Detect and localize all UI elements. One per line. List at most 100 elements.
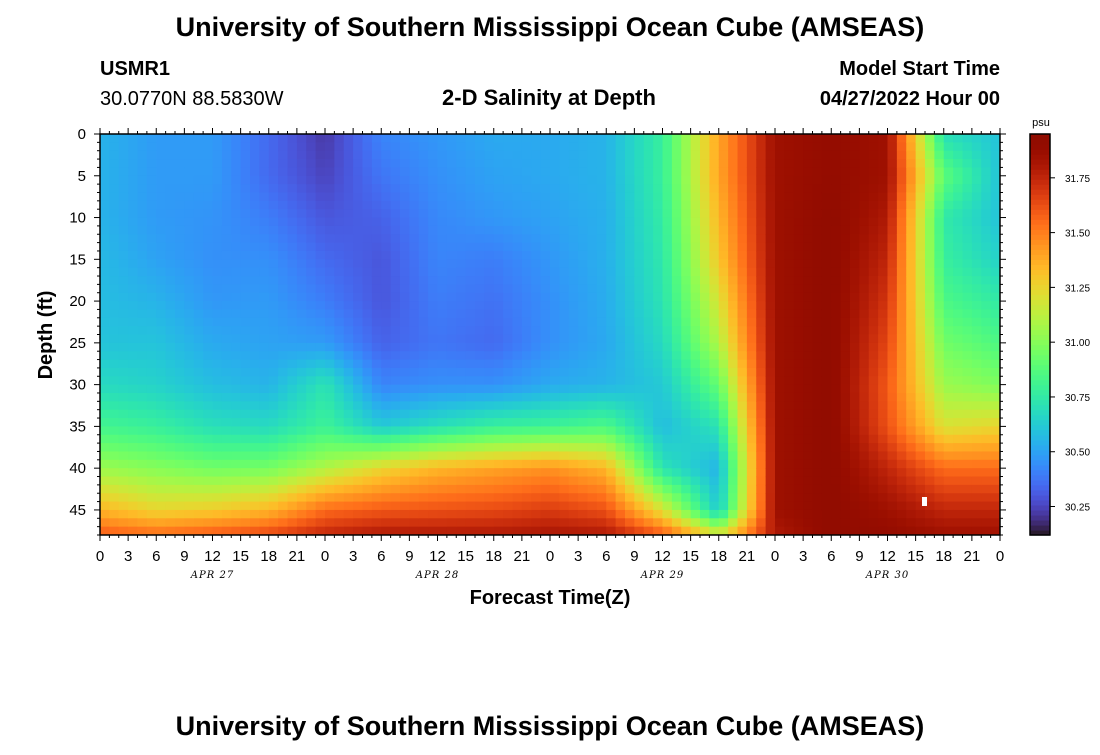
heatmap-cell bbox=[138, 426, 148, 435]
heatmap-cell bbox=[738, 435, 748, 444]
heatmap-cell bbox=[138, 493, 148, 502]
heatmap-cell bbox=[963, 360, 973, 369]
heatmap-cell bbox=[325, 510, 335, 519]
heatmap-cell bbox=[372, 485, 382, 494]
heatmap-cell bbox=[663, 218, 673, 227]
heatmap-cell bbox=[353, 151, 363, 160]
heatmap-cell bbox=[184, 518, 194, 527]
heatmap-cell bbox=[709, 284, 719, 293]
heatmap-cell bbox=[184, 368, 194, 377]
heatmap-cell bbox=[588, 477, 598, 486]
heatmap-cell bbox=[325, 401, 335, 410]
heatmap-cell bbox=[334, 326, 344, 335]
heatmap-cell bbox=[400, 468, 410, 477]
heatmap-cell bbox=[681, 243, 691, 252]
heatmap-cell bbox=[625, 159, 635, 168]
heatmap-cell bbox=[100, 243, 110, 252]
heatmap-cell bbox=[522, 493, 532, 502]
heatmap-cell bbox=[653, 376, 663, 385]
heatmap-cell bbox=[991, 318, 1001, 327]
heatmap-cell bbox=[353, 209, 363, 218]
heatmap-cell bbox=[297, 226, 307, 235]
heatmap-cell bbox=[203, 510, 213, 519]
heatmap-cell bbox=[663, 151, 673, 160]
heatmap-cell bbox=[419, 418, 429, 427]
heatmap-cell bbox=[288, 418, 298, 427]
heatmap-cell bbox=[166, 502, 176, 511]
heatmap-cell bbox=[175, 435, 185, 444]
heatmap-cell bbox=[878, 468, 888, 477]
heatmap-cell bbox=[691, 309, 701, 318]
heatmap-cell bbox=[372, 142, 382, 151]
heatmap-cell bbox=[381, 192, 391, 201]
heatmap-cell bbox=[756, 167, 766, 176]
x-tick-label: 9 bbox=[630, 548, 638, 565]
heatmap-cell bbox=[194, 343, 204, 352]
heatmap-cell bbox=[747, 360, 757, 369]
heatmap-cell bbox=[606, 426, 616, 435]
heatmap-cell bbox=[728, 485, 738, 494]
heatmap-cell bbox=[831, 343, 841, 352]
heatmap-cell bbox=[981, 468, 991, 477]
heatmap-cell bbox=[109, 293, 119, 302]
heatmap-cell bbox=[738, 268, 748, 277]
heatmap-cell bbox=[803, 451, 813, 460]
heatmap-cell bbox=[513, 435, 523, 444]
heatmap-cell bbox=[456, 326, 466, 335]
heatmap-cell bbox=[963, 134, 973, 143]
heatmap-cell bbox=[831, 142, 841, 151]
heatmap-cell bbox=[766, 284, 776, 293]
heatmap-cell bbox=[419, 460, 429, 469]
heatmap-cell bbox=[353, 502, 363, 511]
heatmap-cell bbox=[363, 443, 373, 452]
heatmap-cell bbox=[522, 268, 532, 277]
heatmap-cell bbox=[353, 226, 363, 235]
heatmap-cell bbox=[138, 167, 148, 176]
heatmap-cell bbox=[344, 268, 354, 277]
heatmap-cell bbox=[466, 477, 476, 486]
heatmap-cell bbox=[794, 318, 804, 327]
heatmap-cell bbox=[503, 134, 513, 143]
heatmap-cell bbox=[709, 243, 719, 252]
heatmap-cell bbox=[484, 276, 494, 285]
heatmap-cell bbox=[747, 251, 757, 260]
heatmap-cell bbox=[147, 477, 157, 486]
heatmap-cell bbox=[541, 201, 551, 210]
heatmap-cell bbox=[569, 518, 579, 527]
heatmap-cell bbox=[784, 451, 794, 460]
heatmap-cell bbox=[484, 335, 494, 344]
heatmap-cell bbox=[241, 477, 251, 486]
heatmap-cell bbox=[241, 502, 251, 511]
heatmap-cell bbox=[494, 293, 504, 302]
heatmap-cell bbox=[241, 401, 251, 410]
heatmap-cell bbox=[316, 259, 326, 268]
heatmap-cell bbox=[475, 326, 485, 335]
heatmap-cell bbox=[531, 343, 541, 352]
heatmap-cell bbox=[325, 151, 335, 160]
heatmap-cell bbox=[841, 443, 851, 452]
heatmap-cell bbox=[241, 243, 251, 252]
heatmap-cell bbox=[213, 510, 223, 519]
heatmap-cell bbox=[822, 268, 832, 277]
heatmap-cell bbox=[663, 293, 673, 302]
heatmap-cell bbox=[813, 309, 823, 318]
heatmap-cell bbox=[109, 426, 119, 435]
heatmap-cell bbox=[756, 443, 766, 452]
heatmap-cell bbox=[859, 209, 869, 218]
heatmap-cell bbox=[475, 284, 485, 293]
heatmap-cell bbox=[100, 201, 110, 210]
heatmap-cell bbox=[194, 360, 204, 369]
heatmap-cell bbox=[963, 376, 973, 385]
heatmap-cell bbox=[963, 510, 973, 519]
heatmap-cell bbox=[522, 251, 532, 260]
heatmap-cell bbox=[494, 393, 504, 402]
heatmap-cell bbox=[747, 376, 757, 385]
heatmap-cell bbox=[156, 410, 166, 419]
heatmap-cell bbox=[822, 167, 832, 176]
heatmap-cell bbox=[803, 268, 813, 277]
heatmap-cell bbox=[813, 351, 823, 360]
heatmap-cell bbox=[569, 426, 579, 435]
heatmap-cell bbox=[503, 209, 513, 218]
heatmap-cell bbox=[719, 351, 729, 360]
heatmap-cell bbox=[128, 268, 138, 277]
